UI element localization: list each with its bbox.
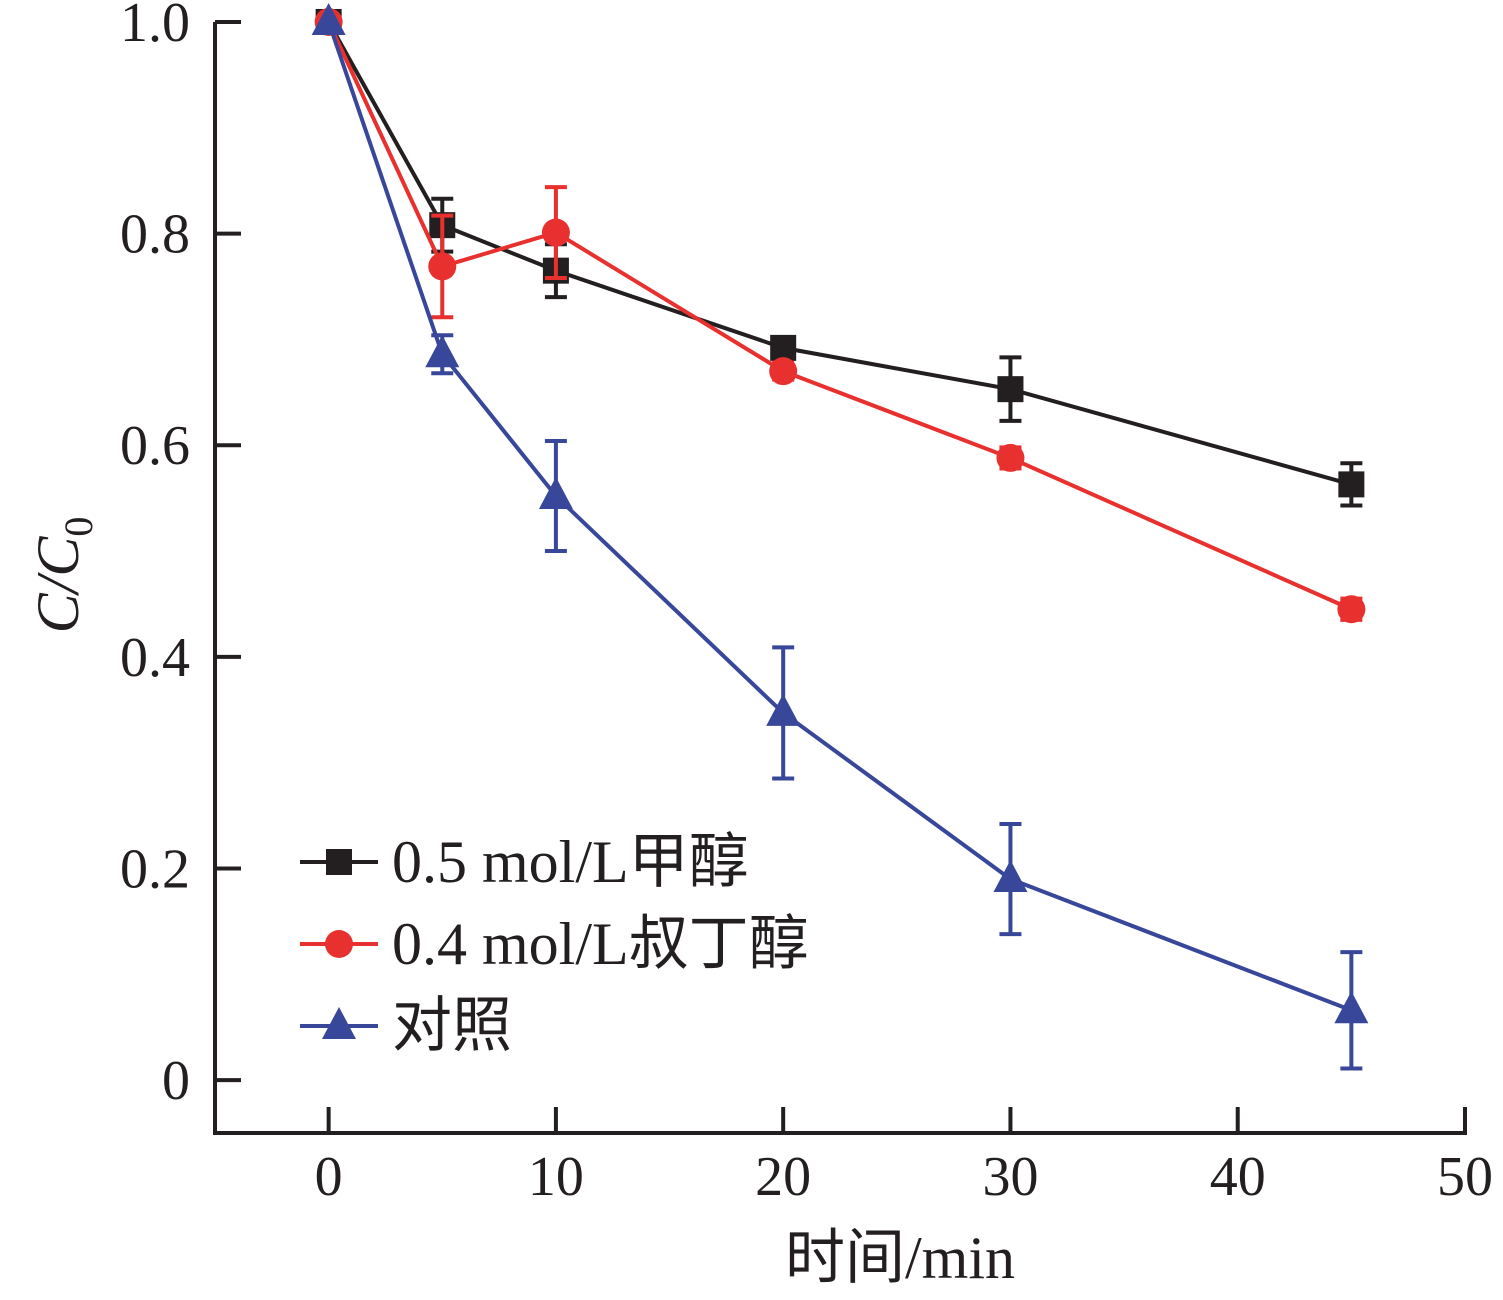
legend-label: 对照 xyxy=(392,993,512,1059)
y-tick-label: 0.8 xyxy=(120,204,190,266)
data-point xyxy=(997,376,1024,403)
data-point xyxy=(766,693,801,726)
legend-marker xyxy=(326,849,352,875)
y-tick-label: 0.6 xyxy=(120,415,190,477)
tick-marks xyxy=(215,20,1467,1133)
x-axis-title: 时间/min xyxy=(785,1225,1015,1291)
x-tick-label: 10 xyxy=(528,1146,584,1208)
data-point xyxy=(1337,595,1366,624)
svg-text:C/C0: C/C0 xyxy=(25,517,101,634)
data-point xyxy=(993,860,1028,893)
series-line xyxy=(326,21,1353,612)
data-point xyxy=(770,334,797,361)
series-3 xyxy=(311,3,1369,1071)
y-tick-label: 1.0 xyxy=(120,0,190,54)
data-point xyxy=(996,443,1025,472)
y-axis-title-subscript: 0 xyxy=(56,517,101,537)
series-line xyxy=(326,21,1353,1013)
data-point xyxy=(1334,991,1369,1024)
series-layer xyxy=(311,3,1369,1071)
data-point xyxy=(311,3,346,35)
x-tick-label: 50 xyxy=(1437,1146,1493,1208)
x-tick-label: 30 xyxy=(982,1146,1038,1208)
data-point xyxy=(769,357,798,386)
tick-labels: 0 10 20 30 40 50 0 0.2 0.4 0.6 0.8 1.0 xyxy=(120,0,1493,1208)
data-point xyxy=(1338,471,1365,498)
legend-label: 0.5 mol/L甲醇 xyxy=(392,829,749,895)
legend-entry-1: 0.5 mol/L甲醇 xyxy=(300,829,749,895)
series-line xyxy=(326,21,1352,487)
data-point xyxy=(425,335,460,368)
axes xyxy=(213,22,1467,1135)
legend-marker xyxy=(322,1007,356,1039)
x-tick-label: 20 xyxy=(755,1146,811,1208)
x-tick-label: 40 xyxy=(1210,1146,1266,1208)
legend-entry-3: 对照 xyxy=(300,993,512,1059)
series-2 xyxy=(314,8,1366,624)
y-axis-title: C/C0 xyxy=(25,517,101,634)
y-tick-label: 0.2 xyxy=(120,838,190,900)
legend-marker xyxy=(325,930,353,958)
data-point xyxy=(538,477,573,510)
y-tick-label: 0.4 xyxy=(120,627,190,689)
legend-label: 0.4 mol/L叔丁醇 xyxy=(392,911,809,977)
data-point xyxy=(428,252,457,281)
legend-entry-2: 0.4 mol/L叔丁醇 xyxy=(300,911,809,977)
y-axis-title-main: C/C xyxy=(25,536,91,634)
data-point xyxy=(541,218,570,247)
x-tick-label: 0 xyxy=(315,1146,343,1208)
y-tick-label: 0 xyxy=(162,1050,190,1112)
